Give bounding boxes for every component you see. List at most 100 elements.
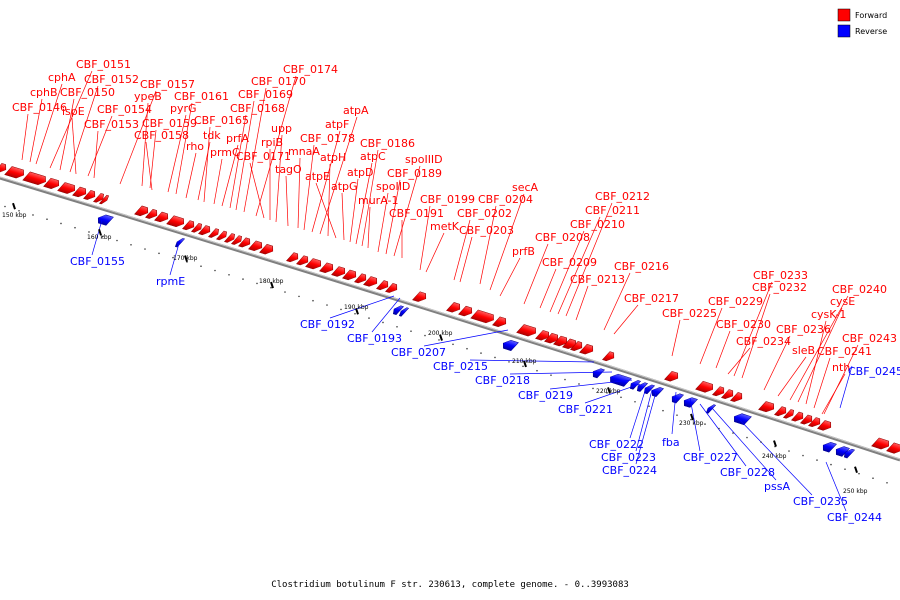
forward-gene[interactable]: [231, 235, 244, 246]
gene-label[interactable]: CBF_0218: [475, 374, 530, 387]
forward-gene[interactable]: [791, 411, 806, 423]
gene-label[interactable]: atpD: [347, 166, 374, 179]
gene-label[interactable]: CBF_0240: [832, 283, 887, 296]
forward-gene[interactable]: [98, 194, 110, 205]
forward-gene[interactable]: [43, 177, 63, 190]
forward-gene[interactable]: [376, 280, 391, 291]
gene-label[interactable]: CBF_0230: [716, 318, 771, 331]
gene-label[interactable]: CBF_0241: [817, 345, 872, 358]
forward-gene[interactable]: [238, 237, 253, 249]
gene-label[interactable]: ypeB: [134, 90, 162, 103]
gene-label[interactable]: secA: [512, 181, 539, 194]
reverse-gene[interactable]: [390, 305, 405, 316]
gene-label[interactable]: CBF_0170: [251, 75, 306, 88]
gene-label[interactable]: rho: [186, 140, 204, 153]
gene-label[interactable]: CBF_0146: [12, 101, 67, 114]
reverse-gene[interactable]: [704, 404, 717, 414]
gene-label[interactable]: CBF_0186: [360, 137, 415, 150]
forward-gene[interactable]: [191, 223, 204, 233]
forward-gene[interactable]: [695, 380, 717, 393]
reverse-gene[interactable]: [841, 448, 856, 459]
forward-gene[interactable]: [182, 220, 197, 232]
forward-gene[interactable]: [22, 171, 50, 186]
forward-gene[interactable]: [385, 283, 400, 294]
reverse-gene[interactable]: [634, 382, 649, 392]
forward-gene[interactable]: [354, 273, 369, 285]
gene-label[interactable]: CBF_0223: [601, 451, 656, 464]
gene-label[interactable]: CBF_0212: [595, 190, 650, 203]
forward-gene[interactable]: [544, 332, 562, 344]
forward-gene[interactable]: [93, 193, 106, 203]
forward-gene[interactable]: [817, 420, 834, 431]
gene-label[interactable]: CBF_0211: [585, 204, 640, 217]
gene-label[interactable]: CBF_0153: [84, 118, 139, 131]
gene-label[interactable]: prmC: [210, 146, 240, 159]
gene-label[interactable]: CBF_0169: [238, 88, 293, 101]
gene-label[interactable]: tdk: [203, 129, 221, 142]
gene-label[interactable]: CBF_0154: [97, 103, 152, 116]
forward-gene[interactable]: [470, 309, 498, 324]
forward-gene[interactable]: [198, 225, 213, 236]
gene-label[interactable]: CBF_0168: [230, 102, 285, 115]
gene-label[interactable]: atpF: [325, 118, 349, 131]
gene-label[interactable]: CBF_0159: [142, 117, 197, 130]
forward-gene[interactable]: [331, 266, 349, 278]
forward-gene[interactable]: [458, 305, 476, 317]
gene-label[interactable]: CBF_0225: [662, 307, 717, 320]
gene-label[interactable]: CBF_0228: [720, 466, 775, 479]
reverse-gene[interactable]: [173, 238, 186, 248]
forward-gene[interactable]: [664, 370, 681, 382]
reverse-gene[interactable]: [397, 307, 410, 317]
gene-label[interactable]: ispE: [62, 105, 85, 118]
reverse-gene[interactable]: [627, 379, 642, 390]
gene-label[interactable]: CBF_0155: [70, 255, 125, 268]
gene-label[interactable]: atpH: [320, 151, 346, 164]
forward-gene[interactable]: [208, 228, 221, 239]
gene-label[interactable]: rpmE: [156, 275, 185, 288]
gene-label[interactable]: atpE: [305, 170, 330, 183]
forward-gene[interactable]: [319, 262, 337, 274]
gene-label[interactable]: CBF_0157: [140, 78, 195, 91]
gene-label[interactable]: CBF_0215: [433, 360, 488, 373]
forward-gene[interactable]: [216, 230, 229, 241]
gene-label[interactable]: cphB: [30, 86, 58, 99]
forward-gene[interactable]: [286, 252, 301, 264]
gene-label[interactable]: CBF_0193: [347, 332, 402, 345]
forward-gene[interactable]: [363, 276, 381, 287]
gene-label[interactable]: pssA: [764, 480, 790, 493]
forward-gene[interactable]: [4, 166, 28, 179]
gene-label[interactable]: CBF_0178: [300, 132, 355, 145]
forward-gene[interactable]: [535, 330, 553, 341]
gene-label[interactable]: spoIID: [376, 180, 410, 193]
forward-gene[interactable]: [758, 401, 778, 413]
gene-label[interactable]: mnaA: [288, 145, 320, 158]
forward-gene[interactable]: [342, 269, 360, 281]
gene-label[interactable]: CBF_0203: [459, 224, 514, 237]
forward-gene[interactable]: [570, 341, 585, 352]
gene-label[interactable]: CBF_0210: [570, 218, 625, 231]
forward-gene[interactable]: [296, 255, 311, 267]
gene-label[interactable]: CBF_0236: [776, 323, 831, 336]
reverse-gene[interactable]: [607, 373, 632, 387]
gene-label[interactable]: CBF_0222: [589, 438, 644, 451]
gene-label[interactable]: CBF_0227: [683, 451, 738, 464]
forward-gene[interactable]: [730, 392, 745, 403]
forward-gene[interactable]: [224, 233, 237, 243]
gene-label[interactable]: CBF_0232: [752, 281, 807, 294]
gene-label[interactable]: CBF_0208: [535, 231, 590, 244]
gene-label[interactable]: CBF_0219: [518, 389, 573, 402]
forward-gene[interactable]: [553, 335, 571, 347]
forward-gene[interactable]: [492, 316, 510, 328]
gene-label[interactable]: CBF_0209: [542, 256, 597, 269]
reverse-gene[interactable]: [589, 367, 605, 379]
gene-label[interactable]: CBF_0217: [624, 292, 679, 305]
forward-gene[interactable]: [145, 208, 160, 220]
gene-label[interactable]: CBF_0229: [708, 295, 763, 308]
gene-label[interactable]: CBF_0191: [389, 207, 444, 220]
forward-gene[interactable]: [808, 417, 823, 428]
forward-gene[interactable]: [83, 190, 98, 201]
gene-label[interactable]: CBF_0158: [134, 129, 189, 142]
gene-label[interactable]: CBF_0192: [300, 318, 355, 331]
reverse-gene[interactable]: [500, 339, 519, 352]
forward-gene[interactable]: [579, 343, 597, 355]
